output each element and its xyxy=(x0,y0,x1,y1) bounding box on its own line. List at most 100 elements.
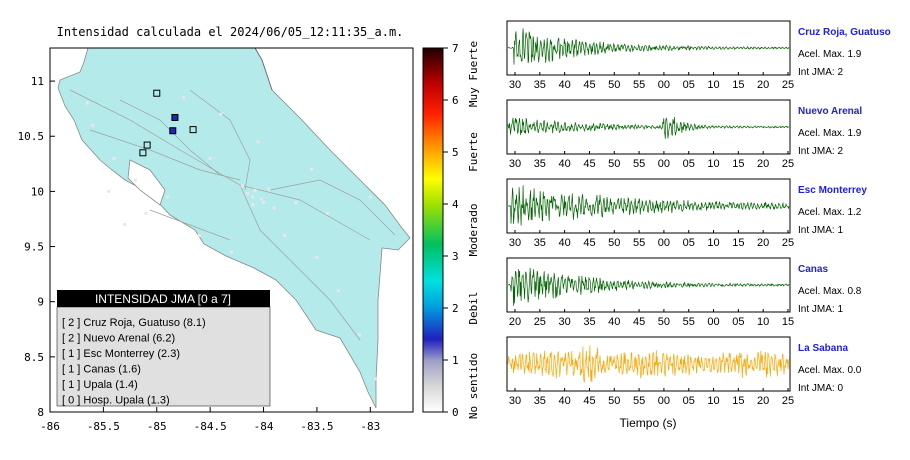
map-y-tick-label: 10 xyxy=(31,185,44,198)
waveform-tick-label: 40 xyxy=(559,395,571,407)
waveform-tick-label: 05 xyxy=(683,237,695,249)
city-dot xyxy=(144,211,148,215)
waveform-tick-label: 40 xyxy=(559,237,571,249)
waveform-tick-label: 50 xyxy=(608,158,620,170)
waveform-panel: 30 35 40 45 50 55 00 05 10 15 20 25 Nuevo Arenal Acel… xyxy=(506,99,862,170)
waveform-tick-label: 45 xyxy=(583,237,595,249)
city-dot xyxy=(123,222,127,226)
waveform-tick-label: 50 xyxy=(608,79,620,91)
station-marker[interactable] xyxy=(169,127,177,135)
colorbar-tick-label: 0 xyxy=(452,406,459,419)
waveform-panel: 30 35 40 45 50 55 00 05 10 15 20 25 Esc Monterrey Ace… xyxy=(506,178,867,249)
city-dot xyxy=(181,96,185,100)
waveform-trace xyxy=(507,28,790,65)
map-frame xyxy=(49,47,414,413)
road-network xyxy=(69,89,396,341)
colorbar: 0 1 2 3 4 5 6 7 No sentido Debil Moderado Fuerte Mu… xyxy=(422,41,480,419)
city-dot xyxy=(283,234,287,238)
colorbar-tick-label: 5 xyxy=(452,146,459,159)
waveform-panels: 30 35 40 45 50 55 00 05 10 15 20 25 Cruz Roja, Guatu… xyxy=(506,20,891,407)
legend-header xyxy=(57,290,270,307)
station-marker[interactable] xyxy=(189,126,197,134)
city-dot xyxy=(208,156,212,160)
station-name: Cruz Roja, Guatuso xyxy=(798,27,891,38)
waveform-tick-label: 35 xyxy=(534,79,546,91)
waveform-tick-label: 35 xyxy=(534,237,546,249)
station-info: Acel. Max. 0.8 xyxy=(798,286,862,297)
colorbar-category-label: Muy Fuerte xyxy=(467,41,480,107)
waveform-tick-label: 20 xyxy=(757,237,769,249)
waveform-tick-label: 10 xyxy=(707,79,719,91)
station-name: La Sabana xyxy=(798,343,848,354)
legend-item: [ 2 ] Nuevo Arenal (6.2) xyxy=(62,333,175,345)
waveform-tick-label: 55 xyxy=(633,79,645,91)
map-x-tick-label: -84 xyxy=(254,420,274,433)
station-info: Int JMA: 2 xyxy=(798,146,843,157)
waveform-x-axis-label: Tiempo (s) xyxy=(620,416,677,430)
station-info: Int JMA: 1 xyxy=(798,225,843,236)
waveform-tick-label: 05 xyxy=(683,79,695,91)
waveform-panel: 20 25 30 35 40 45 50 55 00 05 10 15 Canas Acel. Max. … xyxy=(506,257,862,328)
waveform-tick-label: 35 xyxy=(534,395,546,407)
city-dot xyxy=(112,156,116,160)
waveform-tick-label: 00 xyxy=(658,79,670,91)
station-marker[interactable] xyxy=(139,149,147,157)
city-dot xyxy=(374,377,378,381)
waveform-tick-label: 30 xyxy=(559,316,571,328)
waveform-tick-label: 20 xyxy=(757,158,769,170)
station-marker[interactable] xyxy=(143,141,151,149)
legend-item: [ 1 ] Upala (1.4) xyxy=(62,379,138,391)
city-dot xyxy=(310,167,314,171)
map-y-tick-label: 9 xyxy=(37,296,44,309)
waveform-tick-label: 45 xyxy=(583,158,595,170)
waveform-tick-label: 40 xyxy=(559,79,571,91)
station-name: Canas xyxy=(798,264,828,275)
city-dot xyxy=(230,250,233,254)
legend-item: [ 1 ] Esc Monterrey (2.3) xyxy=(62,348,180,360)
city-dot xyxy=(133,178,137,182)
city-dot xyxy=(326,211,330,215)
waveform-tick-label: 30 xyxy=(509,79,521,91)
city-dot xyxy=(368,195,372,199)
city-dot xyxy=(197,234,201,238)
station-marker[interactable] xyxy=(153,89,161,97)
waveform-tick-label: 55 xyxy=(633,395,645,407)
station-info: Acel. Max. 0.0 xyxy=(798,365,862,376)
station-info: Acel. Max. 1.2 xyxy=(798,207,862,218)
legend-item: [ 2 ] Cruz Roja, Guatuso (8.1) xyxy=(62,317,206,329)
map-y-tick-label: 8 xyxy=(37,406,44,419)
map-x-tick-label: -83.5 xyxy=(300,420,333,433)
city-dot xyxy=(315,256,319,260)
colorbar-labels: No sentido Debil Moderado Fuerte Muy Fuerte xyxy=(467,41,480,419)
colorbar-tick-label: 7 xyxy=(452,42,459,55)
waveform-tick-label: 25 xyxy=(782,395,794,407)
map-border-lines xyxy=(254,47,273,91)
station-marker[interactable] xyxy=(171,113,179,121)
station-name: Nuevo Arenal xyxy=(798,106,862,117)
legend-items: [ 2 ] Cruz Roja, Guatuso (8.1) [ 2 ] Nuev… xyxy=(62,317,206,407)
waveform-tick-label: 30 xyxy=(509,395,521,407)
city-dot xyxy=(267,187,271,191)
map-x-tick-label: -84.5 xyxy=(194,420,227,433)
map-cities xyxy=(85,96,378,381)
waveform-tick-label: 35 xyxy=(583,316,595,328)
waveform-tick-label: 15 xyxy=(732,395,744,407)
waveform-tick-label: 00 xyxy=(658,158,670,170)
map-title: Intensidad calculada el 2024/06/05_12:11… xyxy=(57,25,404,39)
waveform-tick-label: 20 xyxy=(509,316,521,328)
city-dot xyxy=(272,206,276,210)
intensity-legend: INTENSIDAD JMA [0 a 7] [ 2 ] Cruz Roja, … xyxy=(56,290,271,407)
waveform-trace xyxy=(508,267,790,306)
waveform-tick-label: 15 xyxy=(732,237,744,249)
city-dot xyxy=(262,200,266,204)
waveform-tick-label: 15 xyxy=(732,158,744,170)
legend-title: INTENSIDAD JMA [0 a 7] xyxy=(95,292,231,306)
colorbar-category-label: Moderado xyxy=(467,204,480,257)
station-info: Acel. Max. 1.9 xyxy=(798,49,862,60)
station-info: Acel. Max. 1.9 xyxy=(798,128,862,139)
colorbar-category-label: Fuerte xyxy=(467,132,480,172)
waveform-tick-label: 10 xyxy=(707,158,719,170)
waveform-tick-label: 55 xyxy=(633,237,645,249)
city-dot xyxy=(219,112,223,116)
